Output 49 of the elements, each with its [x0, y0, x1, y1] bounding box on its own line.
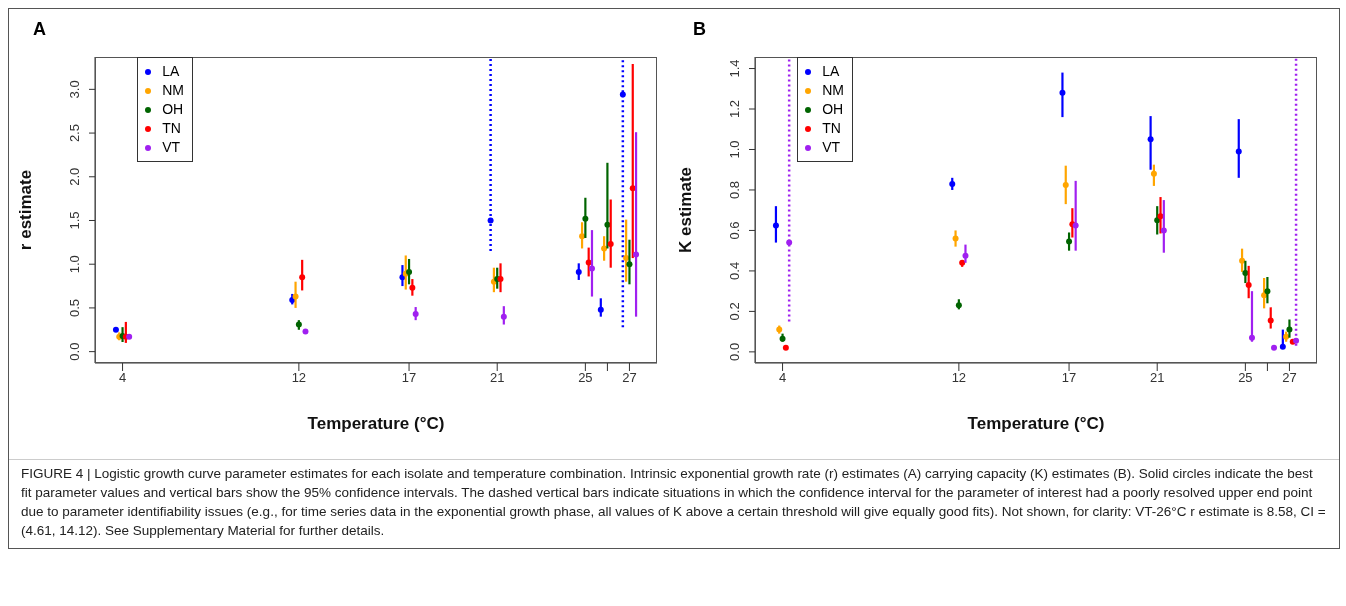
legend-label: OH [162, 100, 184, 119]
legend-label: VT [162, 138, 181, 157]
legend-label: LA [822, 62, 840, 81]
x-tick-label: 21 [1149, 370, 1165, 386]
y-tick-label: 2.5 [67, 124, 82, 143]
x-tick-label: 25 [1238, 370, 1253, 386]
legend-label: VT [822, 138, 841, 157]
point [112, 326, 119, 333]
legend-label: LA [162, 62, 180, 81]
y-axis-title: r estimate [16, 169, 36, 251]
y-tick-label: 0.0 [727, 342, 742, 361]
x-tick-label: 17 [1061, 370, 1077, 386]
x-tick-label: 17 [401, 370, 417, 386]
y-tick-label: 1.0 [67, 255, 82, 274]
legend-label: TN [822, 119, 841, 138]
x-axis-title: Temperature (°C) [307, 414, 445, 433]
point [302, 328, 309, 335]
x-tick-label: 12 [291, 370, 307, 386]
x-tick-label: 27 [1282, 370, 1297, 386]
x-tick-label: 21 [489, 370, 505, 386]
legend-label: OH [822, 100, 844, 119]
chart-title: A [33, 19, 46, 40]
y-tick-label: 0.4 [727, 261, 742, 280]
y-tick-label: 1.0 [727, 140, 742, 159]
y-tick-label: 0.2 [727, 302, 742, 321]
legend-label: TN [162, 119, 181, 138]
chart-title: B [693, 19, 706, 40]
x-axis-title: Temperature (°C) [967, 414, 1105, 433]
point [782, 344, 789, 351]
caption: FIGURE 4 | Logistic growth curve parameter estimates for each isolate and temperature combination. Intrinsic exponential growth rate (r) estimates (A) carrying capacity (K) estimates (B). Solid circles indicate the best fit parameter values and vertical bars show the 95% confidence intervals. The dashed vertical bars indicate situations in which the confidence interval for the parameter of interest had a poorly resolved upper end point due to parameter identifiability issues (e.g., for time series data in the exponential growth phase, all values of K above a certain threshold will give equally good fits). Not shown, for clarity: VT-26°C r estimate is 8.58, CI = (4.61, 14.12). See Supplementary Material for further details. [9, 459, 1339, 548]
point [126, 333, 133, 340]
x-tick-label: 4 [118, 370, 127, 386]
legend-label: NM [162, 81, 184, 100]
x-tick-label: 12 [951, 370, 967, 386]
y-tick-label: 0.6 [727, 221, 742, 240]
y-axis-title: K estimate [676, 167, 696, 253]
x-tick-label: 25 [578, 370, 593, 386]
x-tick-label: 27 [622, 370, 637, 386]
y-tick-label: 1.2 [727, 99, 742, 119]
y-tick-label: 1.4 [727, 59, 742, 78]
y-tick-label: 1.5 [67, 211, 82, 230]
y-tick-label: 3.0 [67, 80, 82, 99]
x-tick-label: 4 [778, 370, 787, 386]
point [1271, 344, 1278, 351]
y-tick-label: 0.5 [67, 298, 82, 317]
y-tick-label: 0.8 [727, 180, 742, 199]
y-tick-label: 0.0 [67, 342, 82, 361]
legend-label: NM [822, 81, 844, 100]
y-tick-label: 2.0 [67, 167, 82, 186]
